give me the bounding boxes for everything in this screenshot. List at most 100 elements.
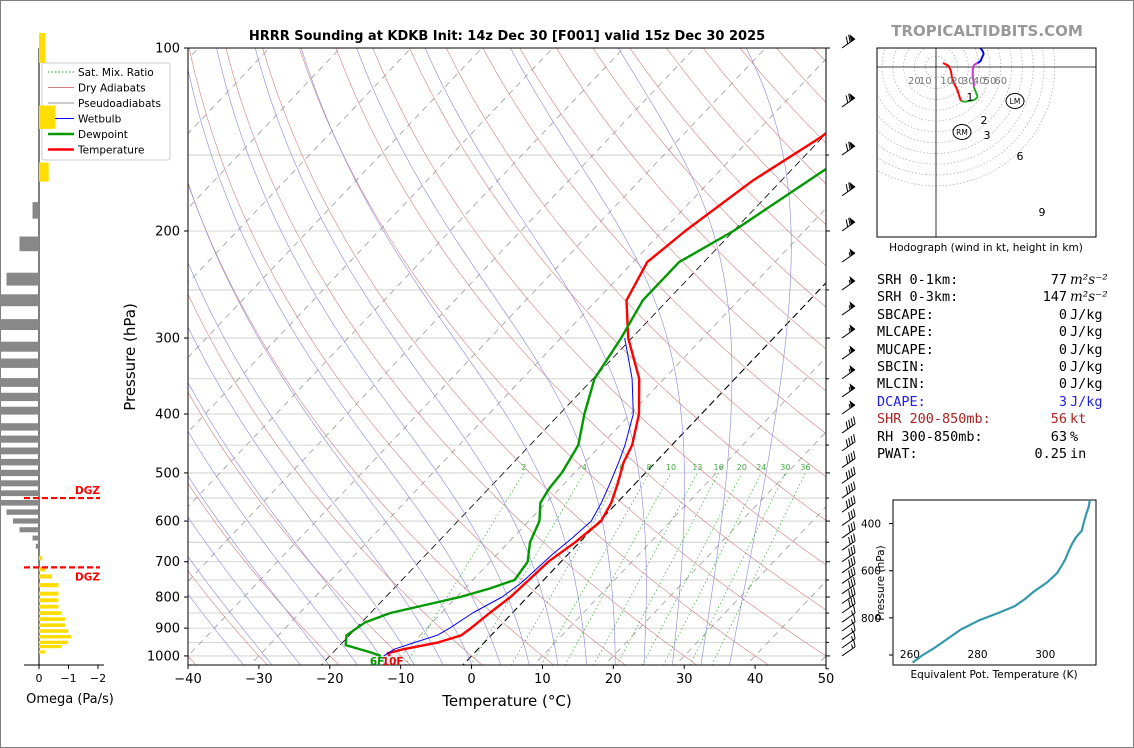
dry-adiabat: [262, 48, 769, 665]
wind-barb: [841, 533, 856, 551]
x-tick-label: −40: [174, 672, 201, 687]
dry-adiabat: [299, 48, 826, 657]
wind-barb: [841, 324, 856, 339]
barb-staff: [841, 488, 856, 499]
series-temperature: [386, 131, 826, 657]
barb-staff: [841, 186, 856, 197]
barb-full: [848, 524, 851, 533]
surface-temperature-label: 10F: [382, 656, 404, 668]
barb-half: [848, 349, 851, 354]
barb-full: [850, 597, 854, 606]
param-unit: m²s⁻²: [1070, 272, 1108, 288]
mixing-ratio-label: 2: [521, 463, 526, 472]
hodograph-segment: [974, 96, 979, 101]
barb-full: [848, 580, 851, 589]
param-label: SHR 200-850mb:: [877, 411, 991, 428]
hodograph-ring-label: 10: [919, 76, 932, 87]
wind-barb: [841, 566, 856, 584]
param-row: RH 300-850mb: 63%: [877, 429, 1127, 446]
barb-staff: [841, 252, 856, 263]
barb-full: [853, 466, 856, 475]
y-tick-label: 900: [155, 622, 180, 637]
wind-barb: [841, 576, 856, 595]
barb-staff: [841, 387, 856, 398]
omega-bar: [39, 33, 46, 63]
x-tick-label: 40: [747, 672, 764, 687]
mixing-ratio-label: 4: [582, 463, 587, 472]
moist-adiabat: [188, 67, 501, 665]
barb-full: [853, 521, 856, 530]
barb-half: [851, 610, 854, 615]
mixing-ratio-line: [616, 472, 719, 665]
omega-bar: [6, 272, 39, 286]
mixing-ratio-label: 16: [714, 463, 724, 472]
y-tick-label: 400: [155, 408, 180, 423]
mixing-ratio-line: [404, 472, 525, 665]
barb-staff: [841, 603, 856, 614]
barb-full: [845, 95, 849, 104]
hodograph-segment: [977, 60, 982, 64]
omega-bar: [19, 236, 39, 252]
theta-e-tick-label: 300: [1035, 649, 1055, 661]
dry-adiabat: [335, 48, 826, 611]
barb-full: [850, 568, 854, 577]
barb-full: [848, 559, 851, 568]
wind-barb: [841, 141, 856, 156]
omega-tick-label: −1: [60, 672, 76, 685]
barb-half: [851, 619, 854, 624]
dry-adiabat: [372, 48, 826, 566]
mixing-ratio-line: [641, 472, 743, 665]
wind-barb: [841, 301, 856, 316]
theta-e-tick-label: 600: [861, 566, 881, 578]
hodograph-segment: [973, 62, 979, 66]
wind-barb: [841, 481, 856, 499]
barb-full: [853, 631, 856, 639]
hodograph-segment: [950, 76, 955, 84]
barb-full: [848, 512, 851, 520]
wind-barbs: [841, 34, 856, 657]
wind-barb: [841, 508, 856, 526]
barb-staff: [841, 280, 856, 291]
y-tick-label: 600: [155, 515, 180, 530]
x-tick-label: −30: [245, 672, 272, 687]
param-row: MLCIN: 0 J/kg: [877, 376, 1127, 393]
barb-staff: [841, 221, 856, 232]
omega-bar: [39, 555, 43, 561]
param-row: PWAT: 0.25 in: [877, 446, 1127, 463]
isotherm-line: [188, 48, 695, 582]
dry-adiabat: [188, 293, 483, 665]
parameters-table: SRH 0-1km: 77 m²s⁻² SRH 0-3km: 147 m²s⁻² SBCAP…: [877, 272, 1127, 463]
barb-staff: [841, 145, 856, 156]
omega-bar: [0, 480, 40, 487]
omega-bar: [0, 500, 40, 506]
barb-full: [848, 570, 851, 578]
omega-bar: [0, 341, 40, 352]
hodograph-ring-label: 10: [940, 76, 953, 87]
param-label: SBCIN:: [877, 358, 926, 375]
wind-barb: [841, 181, 856, 197]
dry-adiabat: [225, 48, 698, 665]
omega-bar: [0, 423, 40, 431]
param-value: 77: [1050, 272, 1067, 288]
hodograph-segment: [955, 88, 960, 96]
omega-tick-label: 0: [36, 672, 43, 685]
theta-e-tick-label: 260: [900, 649, 920, 661]
wind-barb: [841, 416, 856, 434]
barb-staff: [841, 528, 856, 539]
param-value: 147: [1042, 289, 1067, 306]
barb-full: [848, 599, 851, 608]
wind-barb: [841, 466, 856, 484]
barb-staff: [841, 638, 856, 649]
barb-half: [848, 386, 851, 392]
barb-full: [848, 484, 851, 493]
skewt-axes: −40 −30 −20 −10 0 10 20 30 40 50 100 200 300 400 500 60…: [147, 42, 834, 688]
theta-e-tick-label: 800: [861, 613, 881, 625]
isotherm-line: [249, 58, 826, 665]
barb-half: [848, 252, 851, 257]
omega-bar: [35, 543, 39, 549]
barb-full: [845, 36, 849, 45]
mixing-ratio-label: 24: [756, 463, 766, 472]
legend-label: Temperature: [77, 145, 145, 157]
omega-bar: [0, 392, 40, 402]
barb-staff: [841, 646, 856, 657]
